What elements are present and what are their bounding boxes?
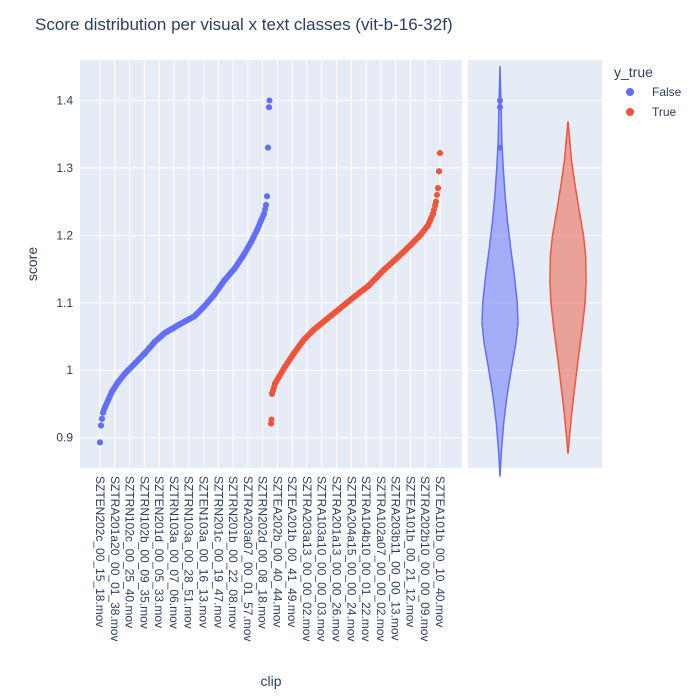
x-tick-label: SZTRN103a_00_07_06.mov: [167, 476, 181, 629]
y-tick-label: 1.1: [56, 296, 73, 310]
violin-outlier-false: [497, 144, 503, 151]
y-axis-ticks: 0.9 1 1.1 1.2 1.3 1.4: [56, 93, 73, 444]
x-tick-label: SZTRN201c_00_19_47.mov: [211, 476, 225, 628]
x-tick-label: SZTRA201a13_00_00_26.mov: [330, 476, 344, 641]
x-tick-label: SZTRN103a_00_28_51.mov: [182, 476, 196, 629]
violin-outlier-false: [497, 104, 503, 111]
x-axis-title: clip: [260, 673, 281, 689]
scatter-point-false: [264, 193, 271, 200]
legend-item-false[interactable]: False: [626, 85, 682, 99]
x-tick-label: SZTRN102c_00_25_40.mov: [123, 476, 137, 628]
legend-label-false: False: [652, 85, 682, 99]
scatter-point-false: [97, 422, 104, 429]
x-tick-label: SZTRA201a20_00_01_38.mov: [108, 476, 122, 641]
violin-outlier-false: [497, 97, 503, 104]
violin-false: [481, 66, 519, 477]
x-gridlines: [99, 60, 441, 468]
scatter-plot-area: [80, 60, 462, 468]
x-tick-label: SZTRA204a15_00_00_24.mov: [344, 476, 358, 641]
x-tick-label: SZTRA104b10_00_01_22.mov: [359, 476, 373, 641]
x-tick-label: SZTRA203b11_00_00_13.mov: [389, 476, 403, 641]
x-tick-label: SZTRA202b10_00_00_09.mov: [418, 476, 432, 641]
x-tick-label: SZTRN102b_00_09_35.mov: [137, 476, 151, 629]
scatter-point-true: [434, 191, 441, 198]
x-tick-label: SZTEA201b_00_41_49.mov: [285, 476, 299, 627]
y-tick-label: 1.3: [56, 161, 73, 175]
scatter-point-true: [436, 168, 443, 175]
y-axis-title: score: [24, 247, 40, 281]
legend-item-true[interactable]: True: [626, 105, 677, 119]
legend-label-true: True: [652, 105, 677, 119]
violins: [481, 66, 587, 477]
scatter-point-false: [266, 104, 273, 111]
legend-title: y_true: [614, 64, 653, 80]
legend: y_true False True: [614, 64, 682, 119]
y-tick-label: 1.4: [56, 93, 73, 107]
legend-marker-false: [626, 88, 634, 96]
y-tick-label: 1.2: [56, 228, 73, 242]
x-tick-label: SZTEN201d_00_05_33.mov: [152, 476, 166, 628]
x-tick-label: SZTRA203a13_00_00_02.mov: [300, 476, 314, 641]
x-tick-label: SZTRN202d_00_08_18.mov: [256, 476, 270, 629]
scatter-point-false: [265, 144, 272, 151]
chart-title: Score distribution per visual x text cla…: [35, 15, 453, 34]
violin-true: [549, 121, 587, 454]
x-tick-label: SZTEN202c_00_15_18.mov: [93, 476, 107, 627]
data-points: [97, 97, 443, 446]
scatter-point-false: [266, 97, 273, 104]
scatter-point-true: [268, 416, 275, 423]
x-tick-label: SZTEA202b_00_40_44.mov: [270, 476, 284, 627]
scatter-point-true: [437, 150, 443, 157]
y-tick-label: 0.9: [56, 431, 73, 445]
x-tick-label: SZTRA102a07_00_00_02.mov: [374, 476, 388, 641]
legend-marker-true: [626, 108, 634, 116]
x-tick-label: SZTEN103a_00_16_13.mov: [196, 476, 210, 628]
x-tick-label: SZTEA101b_00_21_12.mov: [403, 476, 417, 627]
scatter-point-false: [97, 439, 103, 446]
scatter-point-false: [98, 415, 105, 422]
x-tick-label: SZTRN201b_00_22_08.mov: [226, 476, 240, 629]
scatter-point-false: [263, 201, 270, 208]
x-tick-label: SZTRA203a07_00_01_57.mov: [241, 476, 255, 641]
x-tick-label: SZTRA103a10_00_00_03.mov: [315, 476, 329, 641]
scatter-point-true: [433, 198, 440, 205]
scatter-point-true: [435, 185, 442, 192]
x-tick-label: SZTEA101b_00_10_40.mov: [433, 476, 447, 627]
x-axis-ticks: SZTEN202c_00_15_18.mov SZTRA201a20_00_01_…: [93, 476, 447, 641]
y-tick-label: 1: [66, 363, 73, 377]
